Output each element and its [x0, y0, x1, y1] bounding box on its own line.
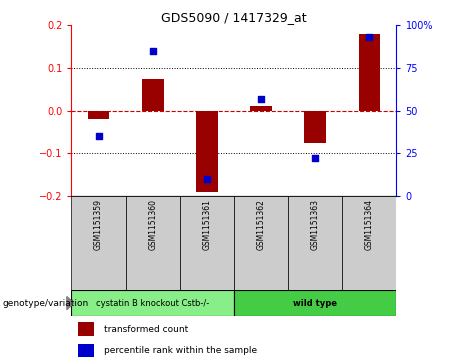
Bar [180, 196, 234, 290]
Point [203, 176, 211, 182]
Point [95, 133, 102, 139]
Bar [359, 34, 380, 111]
Bar [78, 344, 94, 357]
Text: GSM1151359: GSM1151359 [94, 199, 103, 250]
Bar [71, 290, 234, 316]
Text: GSM1151363: GSM1151363 [311, 199, 320, 250]
Bar [234, 290, 396, 316]
Text: genotype/variation: genotype/variation [2, 299, 89, 307]
Text: GSM1151360: GSM1151360 [148, 199, 157, 250]
Bar [78, 322, 94, 336]
Text: percentile rank within the sample: percentile rank within the sample [104, 346, 257, 355]
Bar [288, 196, 342, 290]
Text: wild type: wild type [293, 299, 337, 307]
Point [366, 34, 373, 40]
Bar [196, 111, 218, 192]
Bar [125, 196, 180, 290]
Bar [142, 79, 164, 111]
Text: GSM1151364: GSM1151364 [365, 199, 374, 250]
Title: GDS5090 / 1417329_at: GDS5090 / 1417329_at [161, 11, 307, 24]
Text: cystatin B knockout Cstb-/-: cystatin B knockout Cstb-/- [96, 299, 209, 307]
Point [312, 156, 319, 162]
Polygon shape [67, 297, 74, 310]
Bar [250, 106, 272, 111]
Bar [71, 196, 125, 290]
Bar [234, 196, 288, 290]
Text: GSM1151361: GSM1151361 [202, 199, 212, 250]
Bar [304, 111, 326, 143]
Point [257, 96, 265, 102]
Bar [88, 111, 109, 119]
Text: transformed count: transformed count [104, 325, 188, 334]
Point [149, 48, 156, 54]
Bar [342, 196, 396, 290]
Text: GSM1151362: GSM1151362 [256, 199, 266, 250]
